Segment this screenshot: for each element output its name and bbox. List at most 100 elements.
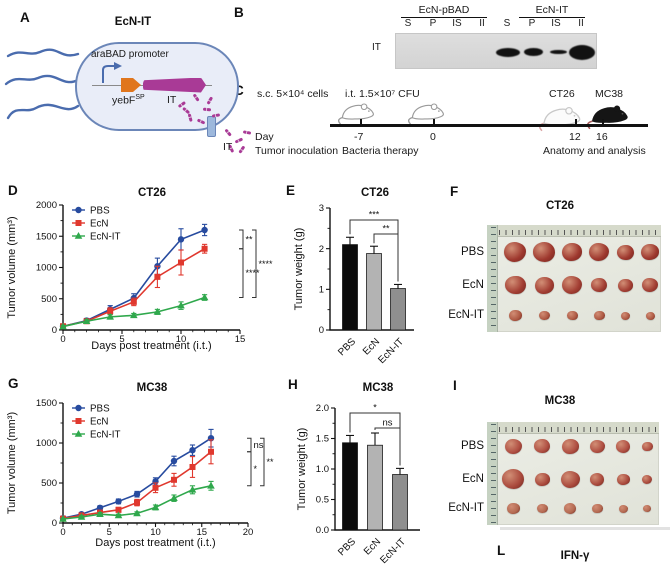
svg-text:MC38: MC38 — [363, 382, 394, 394]
svg-text:10: 10 — [150, 527, 161, 538]
tumor-specimen — [620, 311, 630, 320]
tumor-specimen — [566, 310, 578, 321]
tumor-specimen — [593, 310, 605, 321]
chart-ct26-tumor-volume: CT26 0 500 1000 1500 2000 0 5 10 15 Days post trea… — [6, 187, 274, 352]
svg-text:PBS: PBS — [336, 336, 358, 358]
timeline-tick — [360, 119, 362, 127]
day-tick-0: 0 — [430, 131, 436, 143]
model-ct26-label: CT26 — [549, 88, 575, 100]
svg-text:0.0: 0.0 — [316, 525, 329, 536]
svg-text:PBS: PBS — [90, 403, 110, 414]
svg-text:1.5: 1.5 — [316, 434, 329, 445]
svg-text:1500: 1500 — [36, 231, 57, 242]
timeline-tick — [602, 119, 604, 127]
blot-lane-label: IS — [452, 18, 462, 29]
svg-text:EcN-IT: EcN-IT — [378, 536, 408, 566]
svg-text:CT26: CT26 — [138, 187, 166, 199]
svg-text:*: * — [373, 403, 377, 413]
it-protein-fragment-icon — [224, 128, 232, 137]
svg-text:1.0: 1.0 — [316, 464, 329, 475]
timeline-tick — [575, 119, 577, 127]
svg-text:**: ** — [246, 234, 254, 244]
day-label: Day — [255, 131, 274, 143]
svg-text:10: 10 — [176, 334, 187, 345]
tumor-specimen — [643, 505, 651, 513]
blot-band-it — [523, 48, 543, 56]
ruler-icon — [497, 225, 661, 237]
blot-lane-label: S — [503, 18, 511, 29]
tumor-specimen — [645, 311, 655, 320]
mouse-icon — [539, 106, 581, 132]
blot-band-it — [549, 49, 567, 55]
tumor-specimen — [616, 244, 634, 260]
svg-text:0: 0 — [52, 325, 57, 336]
tumor-specimen — [533, 242, 555, 262]
tumor-specimen — [590, 473, 604, 486]
tumor-specimen — [564, 503, 576, 514]
it-gene-label: IT — [167, 94, 177, 106]
mouse-icon — [338, 103, 374, 125]
secretion-channel-icon — [207, 116, 216, 137]
svg-text:MC38: MC38 — [137, 382, 168, 394]
svg-text:**: ** — [267, 457, 275, 467]
tumor-specimen — [538, 310, 550, 321]
it-protein-fragment-icon — [242, 130, 252, 136]
tumor-specimen — [508, 309, 522, 322]
panel-label-c: C — [234, 83, 244, 98]
tumor-specimen — [591, 278, 607, 293]
blot-band-it — [496, 47, 520, 57]
svg-text:3: 3 — [319, 203, 324, 214]
svg-text:0: 0 — [60, 527, 65, 538]
panel-label-g: G — [8, 376, 19, 391]
svg-text:0: 0 — [52, 518, 57, 529]
panel-label-l: L — [497, 543, 506, 558]
ruler-icon — [487, 225, 498, 332]
panel-f-title: CT26 — [545, 200, 575, 212]
svg-text:Tumor volume (mm³): Tumor volume (mm³) — [6, 216, 18, 318]
panel-label-a: A — [20, 10, 30, 25]
model-mc38-label: MC38 — [595, 88, 624, 100]
svg-text:PBS: PBS — [336, 536, 358, 558]
it-gene — [143, 77, 206, 93]
promoter-arrow-icon — [102, 62, 122, 83]
blot-group-ecn-it: EcN-IT — [519, 4, 585, 18]
chart-mc38-tumor-volume: MC38 0 500 1000 1500 0 5 10 15 20 Days post treatm… — [6, 382, 275, 549]
timeline-tick — [433, 119, 435, 127]
inoculation-text: s.c. 5×10⁴ cells — [257, 88, 329, 100]
caption-bacteria-therapy: Bacteria therapy — [342, 145, 419, 157]
panel-label-d: D — [8, 183, 18, 198]
ruler-icon — [487, 422, 498, 525]
svg-text:EcN-IT: EcN-IT — [90, 429, 120, 440]
tumor-specimen — [562, 243, 582, 261]
tumor-photo-mc38 — [487, 422, 659, 525]
svg-text:Days post treatment (i.t.): Days post treatment (i.t.) — [95, 537, 215, 549]
panel-a-title: EcN-IT — [114, 16, 152, 28]
svg-text:500: 500 — [41, 478, 57, 489]
tumor-specimen — [504, 438, 522, 454]
panel-label-b: B — [234, 5, 244, 20]
tumor-specimen — [618, 504, 628, 513]
tumor-specimen — [591, 503, 603, 514]
svg-text:PBS: PBS — [90, 205, 110, 216]
blot-lane-label: S — [404, 18, 412, 29]
secreted-it-label: IT — [223, 141, 233, 153]
it-protein-fragment-icon — [234, 137, 244, 144]
svg-text:****: **** — [259, 259, 274, 269]
panel-l-title: IFN-γ — [560, 550, 590, 562]
photo-row-label: PBS — [460, 440, 484, 452]
svg-text:0: 0 — [60, 334, 65, 345]
promoter-label: araBAD promoter — [91, 49, 169, 60]
mouse-icon — [408, 103, 444, 125]
tumor-specimen — [561, 438, 579, 454]
tumor-specimen — [534, 472, 550, 486]
panel-i-title: MC38 — [544, 395, 576, 407]
timeline-axis — [330, 124, 648, 127]
caption-anatomy-analysis: Anatomy and analysis — [543, 145, 646, 157]
blot-lane-label: P — [429, 18, 437, 29]
mouse-icon — [587, 105, 628, 130]
day-tick-12: 12 — [569, 131, 581, 143]
panel-label-i: I — [453, 378, 457, 393]
tumor-specimen — [536, 503, 548, 514]
